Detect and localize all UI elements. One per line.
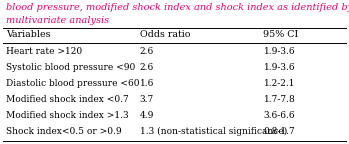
Text: 95% CI: 95% CI [263,30,299,39]
Text: 1.7-7.8: 1.7-7.8 [263,95,295,104]
Text: 1.9-3.6: 1.9-3.6 [263,63,295,72]
Text: 4.9: 4.9 [140,111,154,120]
Text: 1.2-2.1: 1.2-2.1 [263,79,295,88]
Text: 3.6-6.6: 3.6-6.6 [263,111,295,120]
Text: 2.6: 2.6 [140,63,154,72]
Text: 1.3 (non-statistical significance): 1.3 (non-statistical significance) [140,127,287,136]
Text: Variables: Variables [6,30,51,39]
Text: 0.8-1.7: 0.8-1.7 [263,127,295,136]
Text: Modified shock index <0.7: Modified shock index <0.7 [6,95,129,104]
Text: blood pressure, modified shock index and shock index as identified by: blood pressure, modified shock index and… [6,3,349,12]
Text: 1.6: 1.6 [140,79,154,88]
Text: Shock index<0.5 or >0.9: Shock index<0.5 or >0.9 [6,127,122,136]
Text: 2.6: 2.6 [140,47,154,56]
Text: 3.7: 3.7 [140,95,154,104]
Text: multivariate analysis: multivariate analysis [6,16,109,25]
Text: 1.9-3.6: 1.9-3.6 [263,47,295,56]
Text: Odds ratio: Odds ratio [140,30,190,39]
Text: Systolic blood pressure <90: Systolic blood pressure <90 [6,63,135,72]
Text: Heart rate >120: Heart rate >120 [6,47,82,56]
Text: Modified shock index >1.3: Modified shock index >1.3 [6,111,129,120]
Text: Diastolic blood pressure <60: Diastolic blood pressure <60 [6,79,140,88]
